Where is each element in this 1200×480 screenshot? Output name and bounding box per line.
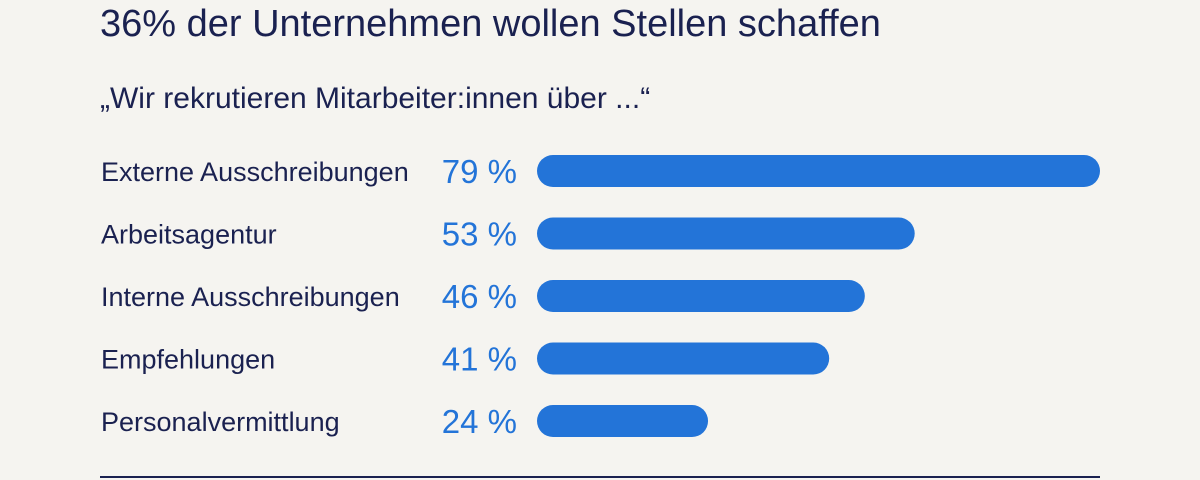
category-labels: Externe Ausschreibungen Arbeitsagentur Int… [101,157,409,437]
category-label: Interne Ausschreibungen [101,282,400,312]
category-label: Arbeitsagentur [101,220,277,250]
bar [537,217,915,250]
category-label: Externe Ausschreibungen [101,157,409,187]
value-label: 46 % [442,278,517,315]
bar [537,342,830,375]
bar [537,155,1100,187]
bars [537,155,1100,437]
value-label: 79 % [442,153,517,190]
chart-title: 36% der Unternehmen wollen Stellen schaf… [100,3,881,45]
chart-subtitle: „Wir rekrutieren Mitarbeiter:innen über … [100,82,651,115]
value-label: 24 % [442,403,517,440]
bottom-divider [100,476,1100,478]
value-label: 41 % [442,341,517,378]
bar [537,405,709,437]
value-label: 53 % [442,216,517,253]
category-label: Personalvermittlung [101,407,340,437]
bar [537,280,865,312]
category-label: Empfehlungen [101,345,275,375]
value-labels: 79 % 53 % 46 % 41 % 24 % [442,153,517,440]
